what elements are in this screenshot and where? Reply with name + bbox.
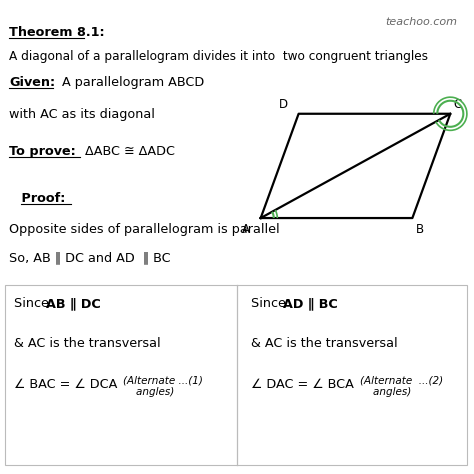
Text: & AC is the transversal: & AC is the transversal	[251, 337, 398, 350]
Text: Since: Since	[251, 297, 290, 310]
Text: with AC as its diagonal: with AC as its diagonal	[9, 108, 155, 121]
Text: ∠ BAC = ∠ DCA: ∠ BAC = ∠ DCA	[14, 378, 118, 391]
Text: A: A	[242, 223, 250, 236]
Text: A parallelogram ABCD: A parallelogram ABCD	[54, 76, 204, 89]
Text: teachoo.com: teachoo.com	[385, 17, 457, 27]
Text: Theorem 8.1:: Theorem 8.1:	[9, 26, 105, 39]
Text: C: C	[454, 98, 462, 110]
Text: Opposite sides of parallelogram is parallel: Opposite sides of parallelogram is paral…	[9, 223, 280, 236]
Text: ∠ DAC = ∠ BCA: ∠ DAC = ∠ BCA	[251, 378, 354, 391]
Text: AB ∥ DC: AB ∥ DC	[46, 297, 101, 310]
Text: Since: Since	[14, 297, 53, 310]
Text: & AC is the transversal: & AC is the transversal	[14, 337, 161, 350]
Text: ΔABC ≅ ΔADC: ΔABC ≅ ΔADC	[81, 145, 174, 157]
Text: To prove:: To prove:	[9, 145, 76, 157]
Text: AD ∥ BC: AD ∥ BC	[283, 297, 338, 310]
Text: Proof:: Proof:	[17, 192, 65, 205]
Text: (Alternate  ...(2)
    angles): (Alternate ...(2) angles)	[360, 375, 443, 397]
Text: B: B	[416, 223, 424, 236]
Text: Given:: Given:	[9, 76, 55, 89]
Text: (Alternate ...(1)
    angles): (Alternate ...(1) angles)	[123, 375, 203, 397]
Text: So, AB ∥ DC and AD  ∥ BC: So, AB ∥ DC and AD ∥ BC	[9, 251, 171, 264]
Text: D: D	[279, 98, 288, 110]
Text: A diagonal of a parallelogram divides it into  two congruent triangles: A diagonal of a parallelogram divides it…	[9, 50, 428, 63]
